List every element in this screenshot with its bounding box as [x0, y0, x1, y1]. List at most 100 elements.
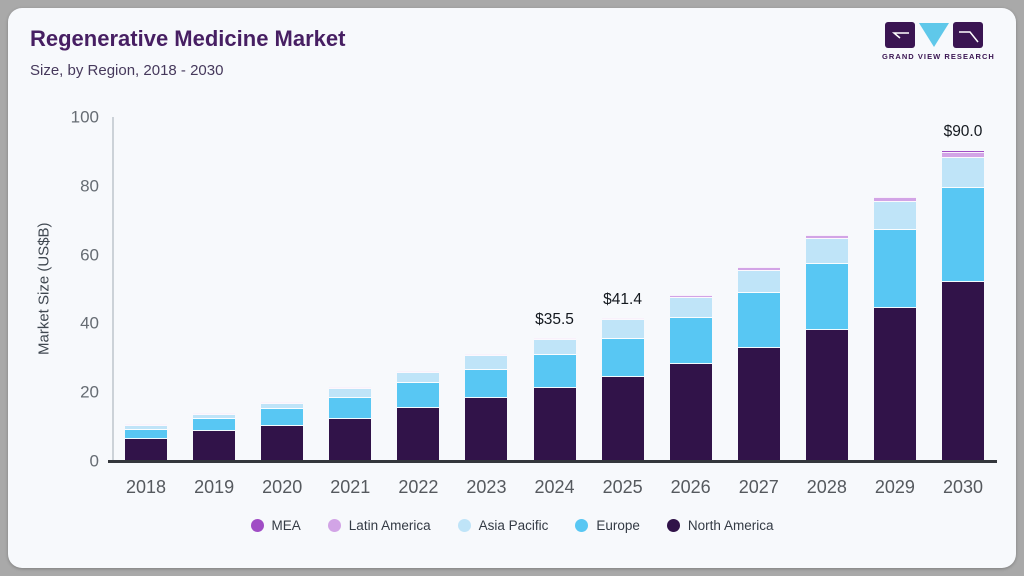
bar-segment-asia-pacific-2018[interactable] [125, 426, 168, 430]
legend-item-europe[interactable]: Europe [575, 518, 640, 533]
x-tick-label-2028: 2028 [806, 477, 847, 497]
bar-2020[interactable] [261, 401, 304, 461]
bar-segment-latin-america-2029[interactable] [873, 198, 916, 203]
bar-segment-north-america-2023[interactable] [465, 398, 508, 461]
bar-segment-asia-pacific-2023[interactable] [465, 356, 508, 370]
bar-segment-europe-2018[interactable] [125, 429, 168, 439]
bar-2029[interactable] [873, 196, 916, 461]
bar-group-2019 [180, 117, 248, 461]
bar-2021[interactable] [329, 387, 372, 461]
bar-segment-latin-america-2020[interactable] [261, 402, 304, 404]
bar-segment-mea-2023[interactable] [465, 354, 508, 356]
bar-2027[interactable] [737, 267, 780, 461]
bar-2022[interactable] [397, 370, 440, 461]
bar-segment-north-america-2020[interactable] [261, 426, 304, 461]
x-tick-label-2025: 2025 [602, 477, 643, 497]
bar-segment-latin-america-2026[interactable] [669, 295, 712, 298]
bar-segment-mea-2025[interactable] [601, 317, 644, 319]
bar-segment-north-america-2024[interactable] [533, 388, 576, 461]
legend-item-north-america[interactable]: North America [666, 518, 773, 533]
bar-segment-asia-pacific-2028[interactable] [805, 239, 848, 264]
bar-segment-asia-pacific-2021[interactable] [329, 389, 372, 398]
bar-2030[interactable] [941, 151, 984, 461]
bar-value-label-2024: $35.5 [535, 310, 574, 328]
bar-segment-mea-2019[interactable] [193, 412, 236, 414]
bar-segment-asia-pacific-2030[interactable] [941, 157, 984, 189]
bar-segment-europe-2024[interactable] [533, 354, 576, 389]
x-tick-label-2018: 2018 [126, 477, 167, 497]
gvr-logo[interactable]: GRAND VIEW RESEARCH [882, 22, 994, 61]
bar-segment-asia-pacific-2024[interactable] [533, 340, 576, 355]
y-axis-title: Market Size (US$B) [35, 222, 53, 356]
bar-2026[interactable] [669, 294, 712, 461]
legend-dot-north-america [666, 519, 680, 532]
bar-segment-north-america-2026[interactable] [669, 364, 712, 461]
legend-item-latin-america[interactable]: Latin America [327, 518, 431, 533]
bar-segment-mea-2026[interactable] [669, 294, 712, 296]
bar-segment-europe-2028[interactable] [805, 263, 848, 330]
legend-dot-europe [575, 519, 589, 532]
bar-segment-asia-pacific-2026[interactable] [669, 297, 712, 319]
bar-segment-europe-2019[interactable] [193, 419, 236, 432]
bar-segment-europe-2027[interactable] [737, 293, 780, 348]
bar-2018[interactable] [125, 424, 168, 461]
bar-segment-mea-2018[interactable] [125, 424, 168, 426]
bar-2023[interactable] [465, 354, 508, 461]
legend-item-asia-pacific[interactable]: Asia Pacific [457, 518, 548, 533]
bar-segment-mea-2020[interactable] [261, 401, 304, 403]
legend-dot-asia-pacific [457, 519, 471, 532]
bar-segment-asia-pacific-2025[interactable] [601, 320, 644, 339]
x-axis-line [108, 460, 997, 463]
bar-segment-asia-pacific-2027[interactable] [737, 270, 780, 294]
bar-segment-mea-2021[interactable] [329, 387, 372, 389]
bar-segment-mea-2029[interactable] [873, 196, 916, 199]
bar-segment-europe-2029[interactable] [873, 230, 916, 308]
bar-segment-asia-pacific-2019[interactable] [193, 414, 236, 420]
bar-segment-europe-2025[interactable] [601, 338, 644, 378]
bar-segment-north-america-2029[interactable] [873, 307, 916, 461]
bar-segment-europe-2026[interactable] [669, 318, 712, 364]
bar-segment-latin-america-2030[interactable] [941, 153, 984, 158]
bar-segment-north-america-2019[interactable] [193, 431, 236, 461]
bar-segment-europe-2022[interactable] [397, 382, 440, 408]
bar-2028[interactable] [805, 234, 848, 461]
bar-segment-mea-2027[interactable] [737, 267, 780, 269]
bar-segment-europe-2020[interactable] [261, 409, 304, 427]
bar-segment-latin-america-2025[interactable] [601, 318, 644, 321]
bar-group-2022 [384, 117, 452, 461]
bar-segment-latin-america-2028[interactable] [805, 235, 848, 240]
bar-segment-north-america-2028[interactable] [805, 329, 848, 461]
bar-segment-mea-2022[interactable] [397, 370, 440, 372]
bar-segment-north-america-2027[interactable] [737, 347, 780, 461]
bar-2025[interactable] [601, 317, 644, 461]
bar-segment-north-america-2022[interactable] [397, 407, 440, 461]
bar-segment-europe-2021[interactable] [329, 397, 372, 420]
bar-segment-latin-america-2019[interactable] [193, 413, 236, 415]
bar-segment-latin-america-2022[interactable] [397, 371, 440, 373]
bar-group-2020 [248, 117, 316, 461]
bar-segment-mea-2028[interactable] [805, 234, 848, 236]
bar-segment-mea-2030[interactable] [941, 151, 984, 154]
bar-segment-latin-america-2021[interactable] [329, 388, 372, 390]
bar-segment-north-america-2025[interactable] [601, 377, 644, 461]
bar-segment-mea-2024[interactable] [533, 338, 576, 340]
bar-segment-asia-pacific-2022[interactable] [397, 372, 440, 383]
bar-segment-north-america-2021[interactable] [329, 419, 372, 461]
bar-segment-asia-pacific-2020[interactable] [261, 403, 304, 410]
bar-segment-latin-america-2023[interactable] [465, 355, 508, 357]
bar-segment-north-america-2018[interactable] [125, 438, 168, 461]
legend-dot-mea [250, 519, 264, 532]
bar-2024[interactable] [533, 338, 576, 461]
legend-item-mea[interactable]: MEA [250, 518, 301, 533]
bar-segment-europe-2023[interactable] [465, 369, 508, 399]
bar-segment-europe-2030[interactable] [941, 188, 984, 282]
bar-segment-latin-america-2027[interactable] [737, 268, 780, 271]
y-tick-label-40: 40 [80, 313, 99, 333]
bar-segment-asia-pacific-2029[interactable] [873, 202, 916, 231]
y-tick-label-0: 0 [89, 451, 99, 471]
bar-segment-north-america-2030[interactable] [941, 281, 984, 461]
bar-segment-latin-america-2018[interactable] [125, 425, 168, 427]
bar-2019[interactable] [193, 412, 236, 461]
bar-segment-latin-america-2024[interactable] [533, 339, 576, 341]
bar-group-2028 [793, 117, 861, 461]
